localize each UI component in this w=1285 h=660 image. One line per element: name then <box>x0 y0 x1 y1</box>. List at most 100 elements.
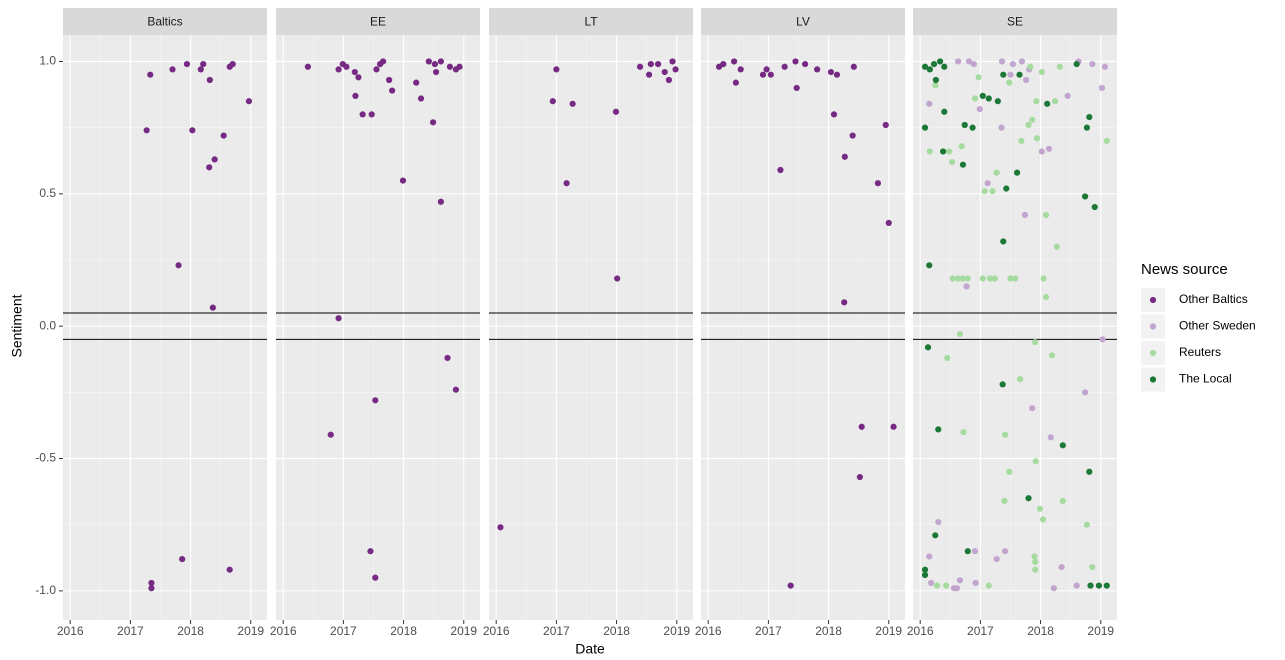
data-point <box>1025 495 1032 502</box>
data-point <box>792 58 799 65</box>
data-point <box>998 58 1006 65</box>
data-point <box>827 68 835 76</box>
data-point <box>926 262 933 269</box>
data-point <box>431 61 438 68</box>
data-point <box>1042 293 1050 301</box>
data-point <box>367 548 374 555</box>
facet-panel: -1.0 -0.5 0.0 0.5 1.0 2016 2017 2018 2019 Baltics <box>35 8 267 638</box>
data-point <box>647 61 654 68</box>
data-point <box>1007 71 1014 78</box>
x-tick-label: 2018 <box>603 624 630 638</box>
data-point <box>1086 113 1093 121</box>
data-point <box>787 582 794 589</box>
data-point <box>1001 431 1009 438</box>
data-point <box>672 66 679 73</box>
data-point <box>1083 521 1091 528</box>
data-point <box>417 95 425 102</box>
x-tick-label: 2019 <box>875 624 902 638</box>
legend-label: Other Baltics <box>1179 292 1248 306</box>
data-point <box>1016 71 1023 78</box>
data-point <box>1018 137 1025 144</box>
data-point <box>993 169 1000 176</box>
facet-strip <box>913 8 1117 35</box>
data-point <box>372 397 379 404</box>
facet-strip <box>276 8 480 35</box>
data-point <box>953 585 961 592</box>
data-point <box>1009 61 1016 68</box>
x-tick-label: 2019 <box>237 624 264 638</box>
data-point <box>833 71 841 78</box>
panel-background <box>63 35 267 620</box>
data-point <box>1086 468 1093 475</box>
data-point <box>1045 145 1053 152</box>
data-point <box>665 76 673 84</box>
data-point <box>1032 458 1039 465</box>
data-point <box>614 275 621 282</box>
data-point <box>359 111 366 118</box>
data-point <box>206 164 213 171</box>
data-point <box>373 66 380 73</box>
data-point <box>730 58 738 65</box>
data-point <box>926 100 933 107</box>
data-point <box>999 381 1006 388</box>
data-point <box>955 58 962 65</box>
data-point <box>245 98 253 105</box>
data-point <box>949 275 956 282</box>
data-point <box>1089 61 1096 68</box>
data-point <box>924 344 932 351</box>
data-point <box>890 423 897 430</box>
data-point <box>343 63 350 70</box>
data-point <box>777 166 784 174</box>
data-point <box>994 98 1001 105</box>
data-point <box>1103 582 1110 589</box>
data-point <box>432 68 440 76</box>
data-point <box>1006 468 1013 475</box>
data-point <box>1040 275 1047 282</box>
data-point <box>963 283 970 290</box>
data-point <box>984 180 991 187</box>
data-point <box>1038 68 1045 76</box>
data-point <box>1021 211 1029 219</box>
data-point <box>1095 582 1103 589</box>
x-tick-label: 2016 <box>483 624 510 638</box>
data-point <box>1083 124 1091 131</box>
data-point <box>1048 352 1056 359</box>
data-point <box>985 582 992 589</box>
data-point <box>226 566 233 573</box>
data-point <box>1044 100 1051 107</box>
data-point <box>1000 71 1007 78</box>
data-point <box>949 158 956 166</box>
x-tick-label: 2017 <box>967 624 994 638</box>
legend-marker <box>1149 376 1157 383</box>
data-point <box>781 63 788 70</box>
data-point <box>1082 389 1089 396</box>
data-point <box>921 566 929 573</box>
legend-marker <box>1149 349 1157 357</box>
data-point <box>841 299 848 306</box>
data-point <box>946 148 953 155</box>
data-point <box>175 262 182 269</box>
data-point <box>921 571 929 579</box>
x-tick-label: 2017 <box>330 624 357 638</box>
data-point <box>1103 137 1110 144</box>
data-point <box>211 156 218 163</box>
data-point <box>304 63 311 70</box>
data-point <box>1059 497 1066 504</box>
data-point <box>1000 238 1007 245</box>
data-point <box>941 63 948 70</box>
data-point <box>446 63 454 70</box>
data-point <box>351 68 358 76</box>
data-point <box>975 74 982 81</box>
data-point <box>1032 566 1039 573</box>
data-point <box>737 66 744 73</box>
data-point <box>856 473 863 481</box>
data-point <box>220 132 227 139</box>
data-point <box>956 577 964 584</box>
data-point <box>971 548 979 555</box>
y-axis-title: Sentiment <box>9 294 25 357</box>
data-point <box>1089 563 1096 571</box>
data-point <box>932 82 939 89</box>
data-point <box>1032 338 1039 346</box>
data-point <box>991 275 998 282</box>
